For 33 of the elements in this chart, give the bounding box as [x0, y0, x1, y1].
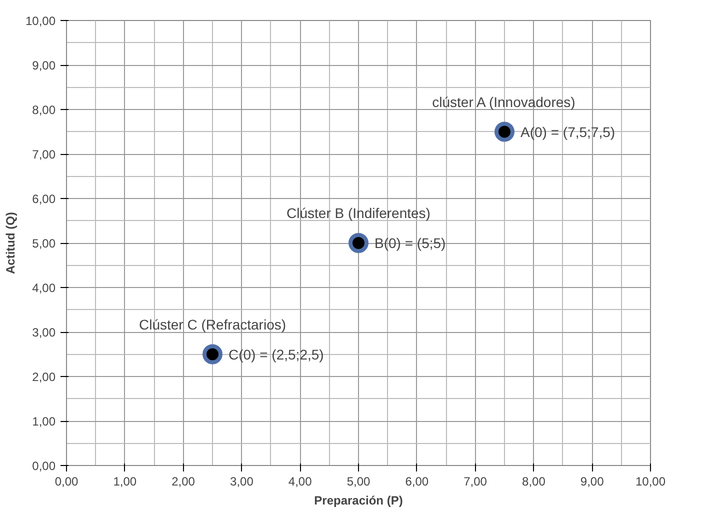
x-tick-label: 0,00	[54, 474, 79, 488]
x-tick-label: 6,00	[405, 474, 429, 488]
x-axis-title: Preparación (P)	[314, 494, 403, 508]
annotation: A(0) = (7,5;7,5)	[520, 124, 616, 140]
point	[494, 122, 514, 142]
annotation: Clúster C (Refractarios)	[138, 316, 286, 332]
y-tick-label: 6,00	[32, 192, 56, 206]
x-tick-label: 5,00	[346, 474, 371, 488]
y-axis-title: Actitud (Q)	[3, 212, 18, 274]
y-tick-label: 5,00	[32, 236, 56, 250]
y-tick-label: 10,00	[25, 14, 56, 28]
x-tick-label: 8,00	[522, 474, 546, 488]
x-tick-label: 2,00	[172, 474, 196, 488]
annotation: B(0) = (5;5)	[374, 235, 446, 251]
x-tick-label: 7,00	[464, 474, 488, 488]
x-tick-label: 10,00	[635, 474, 666, 488]
annotation: C(0) = (2,5;2,5)	[228, 346, 324, 362]
y-tick-label: 8,00	[32, 103, 56, 117]
y-tick-label: 4,00	[32, 281, 56, 295]
x-tick-label: 3,00	[230, 474, 254, 488]
x-tick-label: 4,00	[288, 474, 312, 488]
y-tick-label: 0,00	[32, 459, 56, 473]
y-tick-label: 7,00	[32, 148, 56, 162]
y-tick-label: 2,00	[32, 370, 56, 384]
annotation: Clúster B (Indiferentes)	[286, 205, 430, 221]
point	[348, 233, 368, 253]
y-tick-label: 9,00	[32, 58, 56, 72]
y-tick-label: 3,00	[32, 326, 56, 340]
annotation: clúster A (Innovadores)	[432, 94, 576, 110]
point	[202, 344, 222, 364]
x-tick-label: 1,00	[113, 474, 137, 488]
y-tick-label: 1,00	[32, 414, 56, 428]
x-tick-label: 9,00	[580, 474, 604, 488]
